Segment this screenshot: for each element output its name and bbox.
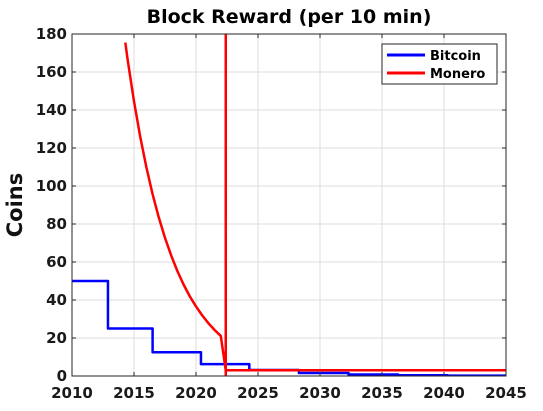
x-tick-label: 2015 (113, 384, 155, 402)
y-tick-label: 80 (46, 215, 67, 233)
legend: Bitcoin Monero (381, 43, 498, 85)
x-tick-label: 2030 (299, 384, 341, 402)
y-tick-label: 20 (46, 329, 67, 347)
x-tick-label: 2010 (51, 384, 93, 402)
x-tick-label: 2040 (423, 384, 465, 402)
axes-box (71, 33, 507, 377)
x-tick-label: 2045 (485, 384, 527, 402)
legend-box (381, 43, 498, 85)
x-tick-label: 2035 (361, 384, 403, 402)
chart-title: Block Reward (per 10 min) (147, 6, 432, 28)
series-line-monero (124, 42, 506, 372)
tick-marks (71, 33, 507, 377)
y-tick-label: 160 (36, 63, 67, 81)
plot-area (72, 34, 506, 376)
y-tick-labels: 0 20 40 60 80 100 120 140 160 180 (36, 25, 67, 385)
gridlines (72, 34, 506, 376)
x-tick-label: 2025 (237, 384, 279, 402)
y-tick-label: 140 (36, 101, 67, 119)
y-tick-label: 0 (57, 367, 67, 385)
y-axis-label: Coins (3, 173, 27, 238)
y-tick-label: 180 (36, 25, 67, 43)
x-tick-label: 2020 (175, 384, 217, 402)
legend-label-monero: Monero (430, 67, 485, 82)
y-tick-label: 60 (46, 253, 67, 271)
series-group (72, 34, 506, 376)
x-tick-labels: 2010 2015 2020 2025 2030 2035 2040 2045 (51, 384, 527, 402)
y-tick-label: 40 (46, 291, 67, 309)
y-tick-label: 100 (36, 177, 67, 195)
legend-label-bitcoin: Bitcoin (430, 49, 481, 64)
y-tick-label: 120 (36, 139, 67, 157)
